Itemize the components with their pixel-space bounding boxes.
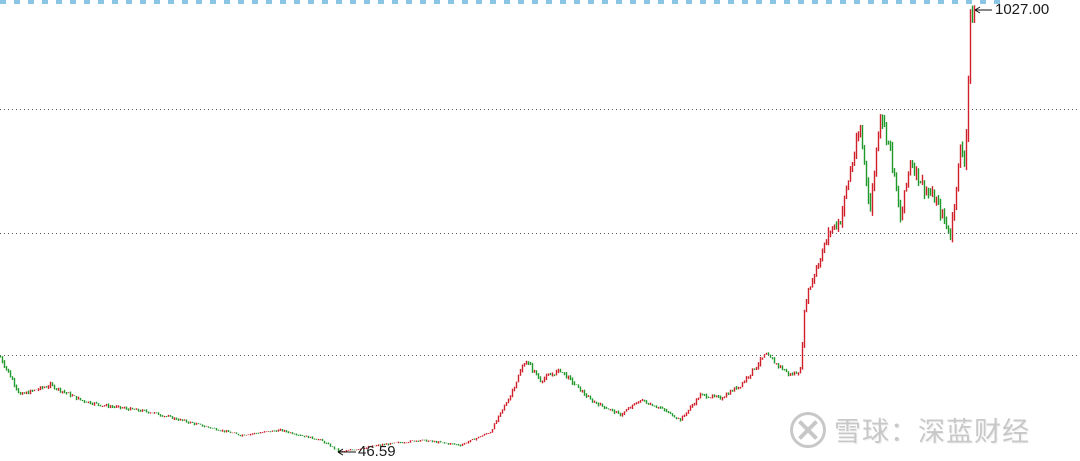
price-pointer-arrow — [337, 448, 356, 456]
watermark-text: 雪球：深蓝财经 — [834, 417, 1030, 447]
xueqiu-logo-icon — [790, 411, 826, 448]
low-price-label: 46.59 — [358, 443, 396, 460]
watermark: 雪球：深蓝财经 — [790, 410, 1030, 449]
high-price-label: 1027.00 — [995, 1, 1050, 18]
price-pointer-arrow — [974, 6, 992, 14]
truncated-header-text — [0, 0, 1000, 4]
